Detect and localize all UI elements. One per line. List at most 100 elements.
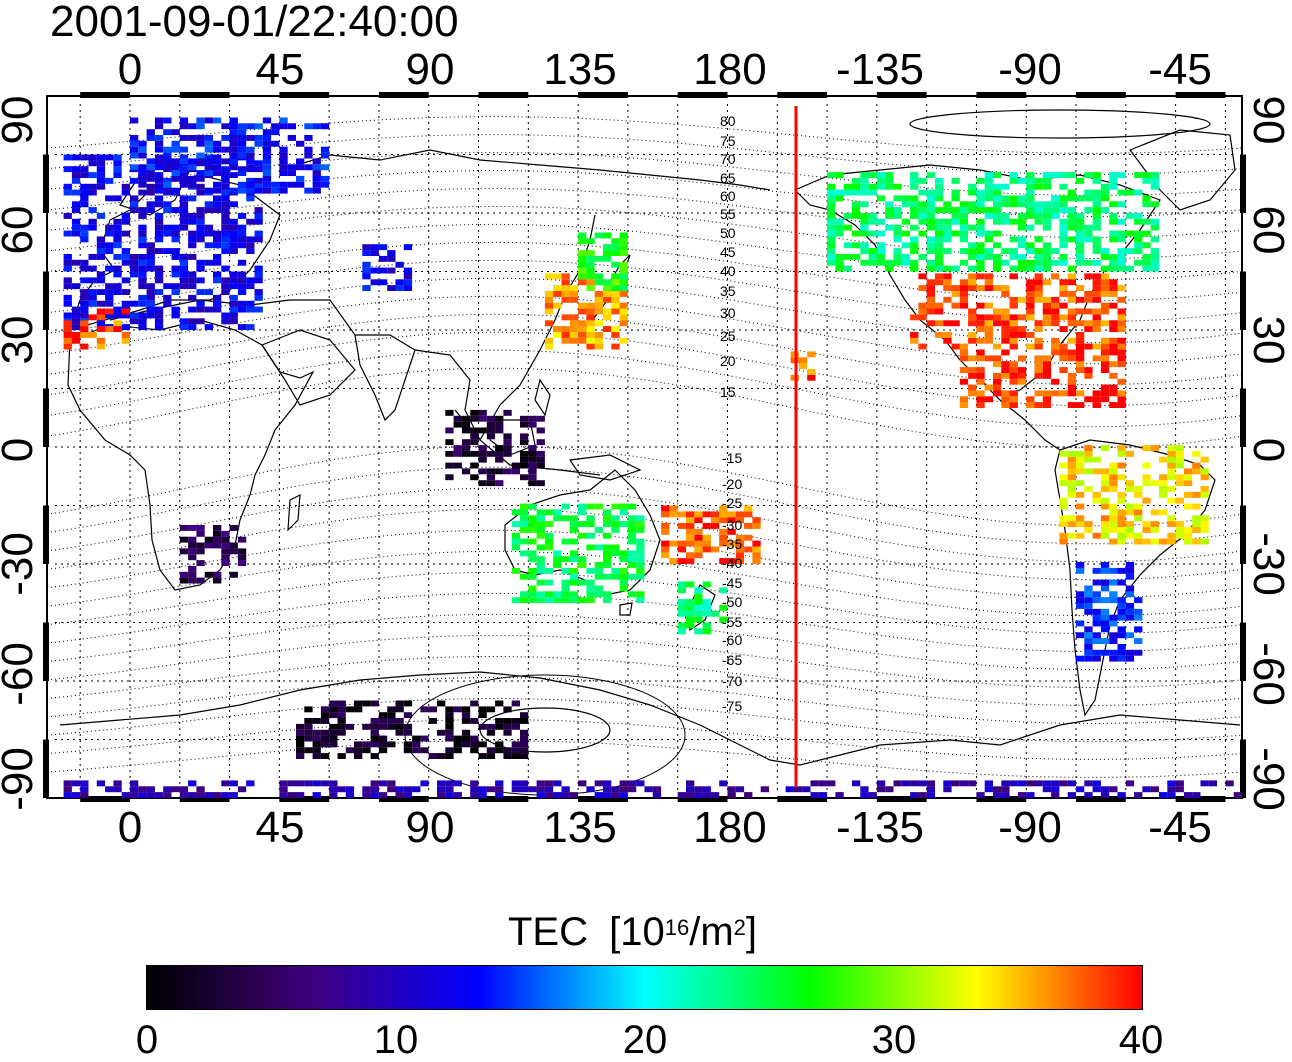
tec-cell bbox=[835, 189, 844, 196]
tec-cell bbox=[345, 706, 355, 713]
tec-cell bbox=[412, 741, 421, 748]
tec-cell bbox=[1109, 462, 1118, 469]
tec-cell bbox=[262, 117, 272, 124]
tec-cell bbox=[976, 314, 985, 321]
tec-cell bbox=[470, 735, 479, 742]
tec-cell bbox=[569, 515, 579, 522]
tec-cell bbox=[677, 540, 686, 547]
tec-cell bbox=[976, 372, 985, 379]
tec-cell bbox=[1076, 450, 1085, 457]
tec-cell bbox=[254, 289, 263, 295]
tec-cell bbox=[561, 285, 570, 291]
tec-cell bbox=[686, 605, 695, 611]
tec-cell bbox=[1026, 396, 1035, 403]
tec-cell bbox=[926, 259, 935, 266]
tec-cell bbox=[1084, 273, 1093, 280]
tec-cell bbox=[1142, 259, 1151, 266]
tec-cell bbox=[1150, 265, 1159, 272]
tec-cell bbox=[1125, 265, 1135, 272]
tec-cell bbox=[279, 117, 288, 124]
tec-cell bbox=[910, 242, 919, 249]
tec-cell bbox=[179, 265, 189, 272]
tec-cell bbox=[96, 254, 106, 260]
tec-cell bbox=[1117, 521, 1126, 527]
tec-cell bbox=[470, 700, 479, 707]
tec-cell bbox=[1109, 591, 1118, 598]
tec-cell bbox=[627, 562, 637, 568]
tec-cell bbox=[1084, 521, 1093, 527]
tec-cell bbox=[1100, 189, 1110, 196]
tec-cell bbox=[1051, 273, 1060, 280]
tec-cell bbox=[478, 445, 487, 451]
tec-cell bbox=[71, 306, 81, 313]
tec-cell bbox=[354, 700, 363, 707]
tec-cell bbox=[130, 207, 139, 213]
tec-cell bbox=[702, 622, 711, 629]
tec-cell bbox=[561, 556, 570, 563]
tec-cell bbox=[1100, 384, 1110, 391]
tec-cell bbox=[320, 780, 330, 787]
tec-cell bbox=[993, 201, 1002, 208]
tec-cell bbox=[196, 140, 205, 147]
tec-cell bbox=[1117, 320, 1126, 327]
tec-cell bbox=[461, 735, 471, 742]
tec-cell bbox=[1117, 218, 1126, 225]
tec-cell bbox=[146, 183, 155, 190]
tec-cell bbox=[329, 792, 338, 798]
tec-cell bbox=[113, 265, 122, 272]
tec-cell bbox=[910, 337, 919, 344]
tec-cell bbox=[395, 729, 404, 736]
tec-cell bbox=[254, 207, 263, 213]
tec-cell bbox=[1142, 521, 1151, 527]
tec-cell bbox=[1026, 248, 1035, 254]
bottom-lon-tick: -135 bbox=[835, 803, 925, 852]
tec-cell bbox=[1109, 620, 1118, 627]
tec-cell bbox=[96, 166, 106, 173]
tec-cell bbox=[445, 474, 454, 481]
tec-cell bbox=[1009, 273, 1018, 280]
tec-cell bbox=[1084, 291, 1093, 297]
tec-cell bbox=[1026, 189, 1035, 196]
tec-cell bbox=[154, 792, 164, 798]
frame-tick-bar bbox=[80, 796, 130, 802]
tec-cell bbox=[196, 158, 205, 165]
tec-cell bbox=[204, 158, 213, 165]
tec-cell bbox=[154, 312, 164, 319]
tec-cell bbox=[860, 201, 869, 208]
tec-cell bbox=[511, 468, 520, 475]
tec-cell bbox=[495, 741, 504, 748]
tec-cell bbox=[1084, 259, 1093, 266]
tec-cell bbox=[486, 433, 496, 440]
tec-cell bbox=[1084, 603, 1093, 609]
frame-tick-bar bbox=[1240, 505, 1246, 564]
tec-cell bbox=[279, 187, 288, 194]
tec-cell bbox=[304, 723, 313, 730]
tec-cell bbox=[154, 324, 164, 330]
tec-cell bbox=[1109, 343, 1118, 350]
tec-cell bbox=[959, 402, 969, 408]
tec-cell bbox=[528, 468, 537, 475]
tec-cell bbox=[885, 259, 894, 266]
tec-cell bbox=[179, 146, 189, 153]
tec-cell bbox=[188, 566, 197, 572]
tec-cell bbox=[586, 326, 595, 332]
tec-cell bbox=[528, 527, 537, 533]
tec-cell bbox=[951, 189, 960, 196]
tec-cell bbox=[229, 780, 238, 787]
frame-tick-bar bbox=[1240, 154, 1246, 213]
tec-cell bbox=[179, 195, 189, 202]
tec-cell bbox=[611, 792, 620, 798]
tec-cell bbox=[395, 706, 404, 713]
tec-cell bbox=[918, 218, 927, 225]
tec-cell bbox=[1059, 236, 1068, 243]
tec-cell bbox=[984, 786, 993, 793]
tec-cell bbox=[984, 320, 993, 327]
tec-cell bbox=[686, 540, 695, 547]
mag-lat-contour bbox=[46, 445, 1243, 527]
tec-cell bbox=[196, 318, 205, 325]
tec-cell bbox=[1076, 603, 1085, 609]
tec-cell bbox=[603, 597, 612, 604]
tec-cell bbox=[1117, 509, 1126, 516]
frame-tick-bar bbox=[677, 92, 728, 98]
tec-cell bbox=[196, 152, 205, 159]
